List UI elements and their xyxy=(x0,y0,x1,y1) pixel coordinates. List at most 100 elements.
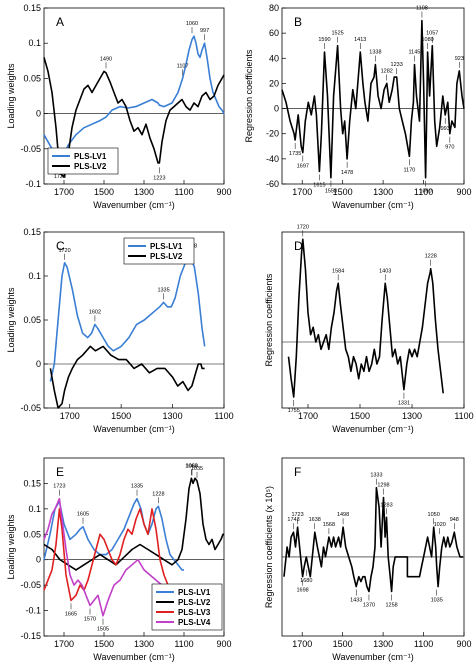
y-tick-label-b: -60 xyxy=(266,179,279,189)
plot-frame-a xyxy=(43,7,225,185)
y-tick-label-e: -0.15 xyxy=(20,631,41,641)
annotation-label-b: 1057 xyxy=(426,31,438,37)
annotation-label-e: 1605 xyxy=(77,512,89,518)
y-tick-label-e: 0.05 xyxy=(23,529,41,539)
annotation-label-e: 1665 xyxy=(65,611,77,617)
annotation-label-f: 1723 xyxy=(291,512,303,518)
y-axis-label-c: Loading weights xyxy=(6,287,16,353)
annotation-label-f: 1433 xyxy=(350,598,362,604)
y-tick-label-e: 0.1 xyxy=(28,504,41,514)
annotation-label-e: 1505 xyxy=(97,627,109,633)
x-tick-label-d: 1500 xyxy=(350,411,370,421)
series-line-a-pls-lv1 xyxy=(43,35,225,164)
x-tick-label-f: 1500 xyxy=(333,639,353,649)
legend-label-c: PLS-LV2 xyxy=(150,252,183,261)
annotation-label-f: 1698 xyxy=(297,588,309,594)
y-axis-label-a: Loading weights xyxy=(6,63,16,129)
plot-frame-e xyxy=(43,457,225,637)
y-tick-label-e: 0.15 xyxy=(23,478,41,488)
legend-label-e: PLS-LV2 xyxy=(178,598,211,607)
x-tick-label-a: 1100 xyxy=(174,187,193,197)
y-tick-label-e: -0.1 xyxy=(25,606,41,616)
annotation-label-b: 1478 xyxy=(341,170,353,176)
y-tick-label-a: 0 xyxy=(36,109,41,119)
y-tick-label-a: 0.05 xyxy=(23,73,41,83)
y-axis-label-d: Regression coefficients xyxy=(264,273,274,366)
annotation-label-f: 1680 xyxy=(300,578,312,584)
y-tick-label-b: 0 xyxy=(274,104,279,114)
y-tick-label-b: 60 xyxy=(269,28,279,38)
series-line-e-pls-lv4 xyxy=(43,497,184,617)
x-tick-label-d: 1700 xyxy=(298,411,318,421)
y-tick-label-e: 0 xyxy=(36,555,41,565)
plot-frame-b xyxy=(281,7,465,185)
annotation-label-c: 1335 xyxy=(157,287,169,293)
annotation-label-e: 1228 xyxy=(152,491,164,497)
annotation-label-f: 948 xyxy=(450,517,459,523)
y-tick-label-a: 0.15 xyxy=(23,3,41,13)
panel-letter-b: B xyxy=(294,15,302,29)
annotation-label-a: 1060 xyxy=(186,21,198,27)
panel-letter-e: E xyxy=(56,465,64,479)
series-line-e-pls-lv1 xyxy=(43,497,184,571)
x-tick-label-e: 1500 xyxy=(94,639,114,649)
y-tick-label-c: 0 xyxy=(36,359,41,369)
annotation-label-b: 1735 xyxy=(289,151,301,157)
x-axis-label-c: Wavenumber (cm⁻¹) xyxy=(93,424,174,434)
annotation-label-e: 1063 xyxy=(185,463,197,469)
annotation-label-a: 1223 xyxy=(153,175,165,181)
panel-f: 1700 1500 1300 1100 900 Wavenumber (cm⁻¹) Regr… xyxy=(264,457,472,662)
annotation-label-f: 1370 xyxy=(363,603,375,609)
annotation-label-d: 1720 xyxy=(297,224,309,230)
y-axis-label-f: Regression coefficients (x 10⁵) xyxy=(264,486,274,608)
annotation-label-e: 1035 xyxy=(191,466,203,472)
y-tick-label-e: -0.05 xyxy=(20,580,41,590)
annotation-label-c: 1720 xyxy=(58,248,70,254)
x-tick-label-b: 1700 xyxy=(292,187,312,197)
panel-d: 1700 1500 1300 1100 Wavenumber (cm⁻¹) Regress… xyxy=(264,224,474,434)
x-tick-label-c: 1300 xyxy=(163,411,183,421)
annotation-label-f: 1568 xyxy=(323,522,335,528)
y-tick-label-a: -0.05 xyxy=(20,144,41,154)
annotation-label-a: 1720 xyxy=(54,174,66,180)
x-axis-label-d: Wavenumber (cm⁻¹) xyxy=(332,424,413,434)
y-tick-label-c: -0.05 xyxy=(20,403,41,413)
x-tick-label-b: 1300 xyxy=(373,187,393,197)
y-tick-label-a: 0.1 xyxy=(28,38,41,48)
x-axis-label-e: Wavenumber (cm⁻¹) xyxy=(93,652,174,662)
x-tick-label-c: 1100 xyxy=(214,411,233,421)
annotation-label-f: 1298 xyxy=(377,483,389,489)
annotation-label-b: 1170 xyxy=(403,167,415,173)
x-tick-label-e: 1700 xyxy=(54,639,74,649)
series-line-c-pls-lv2 xyxy=(49,345,205,409)
annotation-label-f: 1743 xyxy=(287,517,299,523)
annotation-label-b: 923 xyxy=(455,56,464,62)
y-tick-label-c: 0.1 xyxy=(28,271,41,281)
panel-b: 1700 1500 1300 1100 900 -60 -40 -20 0 20 40 60 80 Wav… xyxy=(244,3,472,210)
panel-letter-f: F xyxy=(294,465,301,479)
annotation-label-b: 970 xyxy=(445,145,454,151)
series-line-a-pls-lv2 xyxy=(43,57,225,178)
y-tick-label-b: -20 xyxy=(266,129,279,139)
series-line-f-main xyxy=(283,486,463,593)
y-tick-label-b: 80 xyxy=(269,3,279,13)
annotation-label-e: 1723 xyxy=(53,484,65,490)
annotation-label-a: 997 xyxy=(200,28,209,34)
annotation-label-d: 1584 xyxy=(332,268,344,274)
annotation-label-d: 1331 xyxy=(398,401,410,407)
x-tick-label-c: 1700 xyxy=(60,411,80,421)
x-tick-label-c: 1500 xyxy=(111,411,131,421)
x-tick-label-d: 1300 xyxy=(402,411,422,421)
panel-letter-c: C xyxy=(56,239,65,253)
annotation-label-b: 1080 xyxy=(421,37,433,43)
annotation-label-e: 1060 xyxy=(186,463,198,469)
annotation-label-b: 1697 xyxy=(297,164,309,170)
annotation-label-a: 1107 xyxy=(177,63,189,69)
annotation-label-b: 1145 xyxy=(409,50,421,56)
annotation-label-a: 1490 xyxy=(100,56,112,62)
x-tick-label-f: 900 xyxy=(456,639,471,649)
annotation-label-e: 1570 xyxy=(84,616,96,622)
annotation-label-f: 1638 xyxy=(309,517,321,523)
annotation-label-f: 1283 xyxy=(380,502,392,508)
panel-letter-d: D xyxy=(294,239,303,253)
